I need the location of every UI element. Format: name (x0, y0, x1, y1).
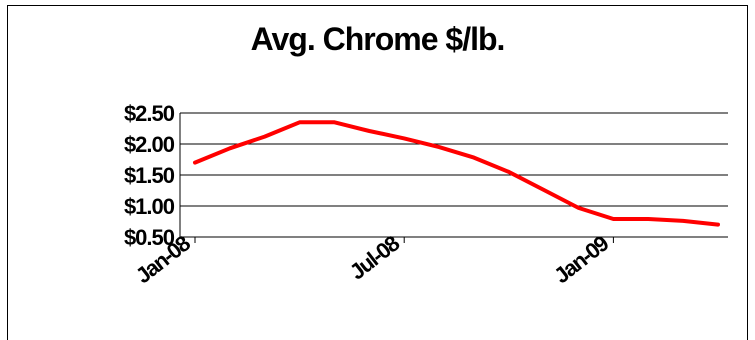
y-tick-label: $0.50 (124, 225, 175, 250)
axes (179, 113, 728, 243)
x-tick-label: Jul-08 (345, 230, 404, 284)
series-line (193, 120, 720, 227)
series-lines (193, 120, 720, 227)
y-tick-label: $1.00 (124, 194, 175, 219)
chart-title: Avg. Chrome $/lb. (250, 21, 506, 57)
y-tick-label: $2.50 (124, 101, 175, 126)
y-tick-label: $1.50 (124, 163, 175, 188)
x-tick-label: Jan-09 (549, 230, 613, 288)
chart-frame (7, 5, 748, 340)
y-tick-label: $2.00 (124, 132, 175, 157)
